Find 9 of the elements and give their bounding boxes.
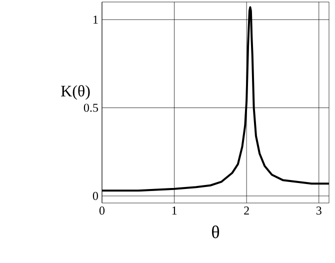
y-tick-label: 1 <box>94 16 98 24</box>
y-tick-label: 0.5 <box>84 104 98 112</box>
x-tick-label: 3 <box>316 206 322 215</box>
x-axis-title: θ <box>212 225 220 238</box>
x-tick-label: 1 <box>172 206 177 214</box>
y-axis-title: K(θ) <box>61 85 90 100</box>
x-tick-label: 0 <box>99 206 105 215</box>
x-tick-label: 2 <box>244 206 249 214</box>
y-tick-label: 0 <box>92 192 98 200</box>
